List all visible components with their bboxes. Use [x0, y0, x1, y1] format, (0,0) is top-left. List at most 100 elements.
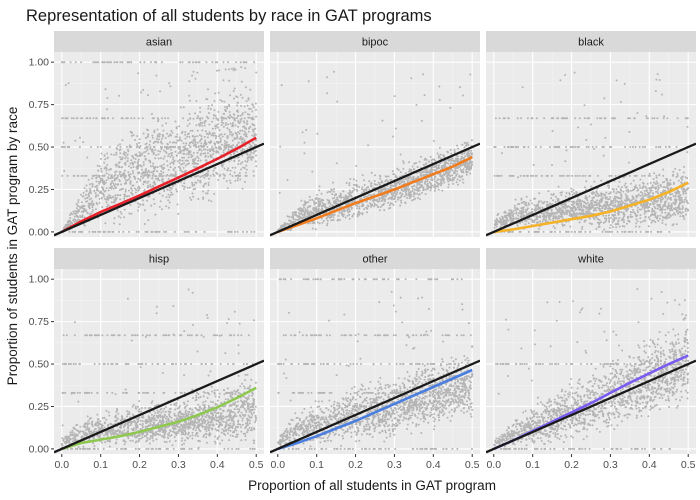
scatter-point: [422, 188, 425, 191]
scatter-point: [620, 193, 623, 196]
scatter-point: [72, 117, 75, 120]
scatter-point: [247, 130, 250, 133]
scatter-point: [139, 61, 142, 64]
scatter-point: [115, 165, 118, 168]
scatter-point: [408, 168, 411, 171]
scatter-point: [194, 157, 197, 160]
scatter-point: [661, 222, 664, 224]
scatter-point: [61, 61, 64, 64]
scatter-point: [204, 155, 207, 158]
scatter-point: [455, 158, 458, 161]
scatter-point: [449, 162, 452, 165]
scatter-point: [98, 201, 101, 204]
scatter-point: [453, 171, 456, 174]
scatter-point: [591, 199, 594, 202]
scatter-point: [170, 191, 173, 194]
panel-plot-area: [270, 70, 480, 237]
scatter-point: [98, 165, 101, 168]
scatter-point: [137, 189, 140, 191]
scatter-point: [240, 168, 242, 171]
scatter-point: [627, 188, 629, 191]
scatter-point: [183, 185, 186, 188]
scatter-point: [449, 106, 452, 109]
scatter-point: [178, 136, 181, 139]
scatter-point: [163, 163, 165, 166]
scatter-point: [583, 200, 586, 203]
scatter-point: [590, 202, 593, 204]
scatter-point: [457, 147, 459, 150]
scatter-point: [184, 164, 187, 167]
scatter-point: [135, 166, 138, 169]
scatter-point: [659, 206, 662, 209]
scatter-point: [207, 170, 210, 173]
scatter-point: [94, 195, 97, 198]
scatter-point: [201, 124, 204, 127]
scatter-point: [192, 188, 195, 191]
scatter-point: [219, 146, 222, 148]
scatter-point: [236, 230, 239, 233]
scatter-point: [128, 174, 131, 177]
scatter-point: [69, 61, 72, 64]
scatter-point: [578, 221, 581, 224]
scatter-point: [545, 210, 547, 213]
scatter-point: [469, 162, 472, 165]
scatter-point: [392, 198, 395, 201]
scatter-point: [136, 161, 139, 164]
scatter-point: [137, 165, 140, 168]
scatter-point: [205, 159, 208, 162]
scatter-point: [234, 230, 236, 233]
scatter-point: [81, 214, 84, 217]
scatter-point: [595, 194, 598, 197]
scatter-point: [580, 206, 583, 209]
scatter-point: [97, 194, 100, 197]
scatter-point: [654, 221, 657, 223]
scatter-point: [605, 205, 608, 208]
scatter-point: [150, 61, 152, 64]
scatter-point: [167, 193, 170, 196]
scatter-point: [203, 124, 206, 127]
scatter-point: [584, 197, 587, 200]
scatter-point: [470, 163, 473, 166]
scatter-point: [608, 214, 611, 217]
scatter-point: [340, 212, 343, 215]
scatter-point: [192, 142, 194, 145]
scatter-point: [641, 193, 644, 196]
scatter-point: [438, 146, 441, 149]
scatter-point: [365, 188, 368, 191]
scatter-point: [520, 207, 523, 210]
scatter-point: [112, 117, 114, 120]
scatter-point: [390, 178, 393, 181]
scatter-point: [224, 110, 227, 113]
scatter-point: [309, 199, 311, 202]
scatter-point: [217, 142, 220, 145]
scatter-point: [157, 230, 159, 233]
scatter-point: [245, 174, 248, 177]
scatter-point: [552, 212, 555, 215]
scatter-point: [254, 102, 257, 105]
scatter-point: [251, 110, 254, 113]
scatter-point: [158, 230, 161, 233]
scatter-point: [246, 147, 249, 150]
scatter-point: [182, 117, 185, 120]
scatter-point: [684, 196, 687, 199]
scatter-point: [563, 202, 566, 205]
scatter-point: [571, 204, 574, 207]
scatter-point: [498, 220, 501, 223]
scatter-point: [194, 162, 197, 165]
scatter-point: [450, 152, 453, 155]
scatter-point: [626, 195, 629, 198]
scatter-point: [235, 132, 238, 135]
scatter-point: [564, 207, 567, 210]
scatter-point: [154, 149, 157, 151]
scatter-point: [190, 141, 193, 144]
scatter-point: [250, 151, 253, 154]
scatter-point: [90, 197, 93, 200]
scatter-point: [166, 164, 169, 167]
scatter-point: [445, 161, 448, 164]
scatter-point: [94, 208, 97, 211]
scatter-point: [649, 181, 652, 184]
scatter-point: [155, 177, 158, 180]
scatter-point: [664, 216, 667, 219]
scatter-point: [684, 210, 687, 213]
scatter-point: [251, 103, 254, 106]
